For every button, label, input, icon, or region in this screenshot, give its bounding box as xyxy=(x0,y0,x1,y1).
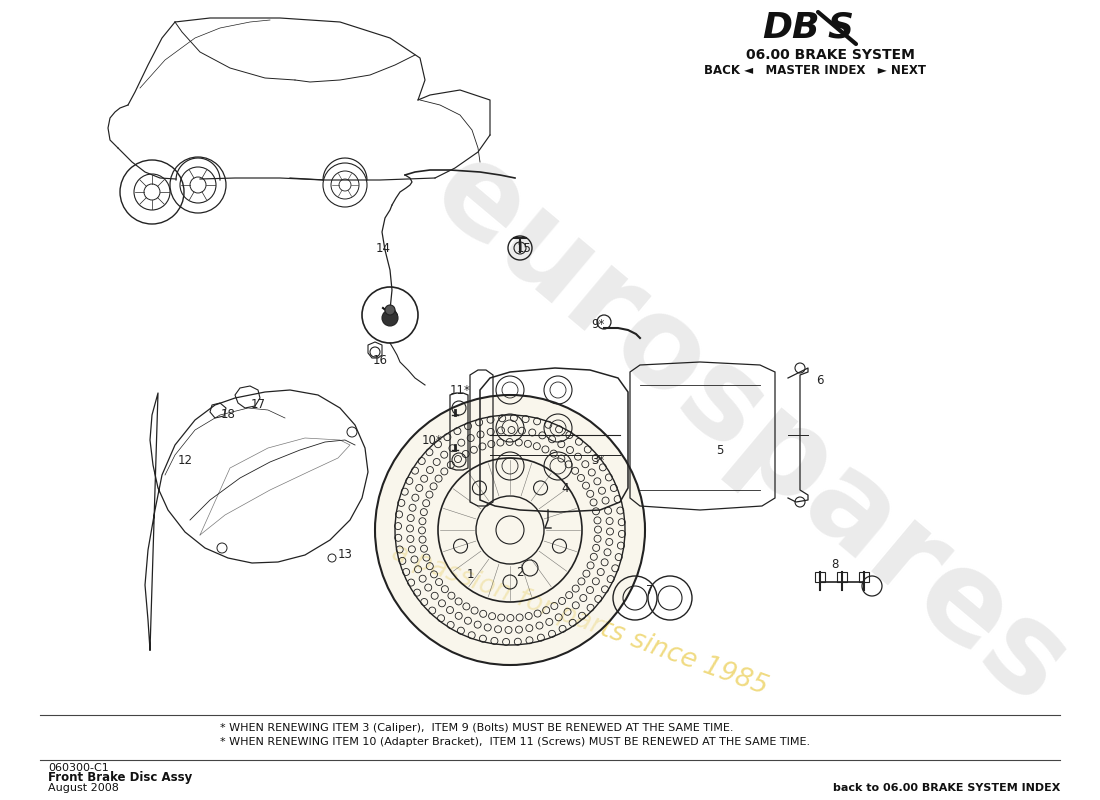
Circle shape xyxy=(385,305,395,315)
Text: 3*: 3* xyxy=(592,454,605,466)
Text: 15: 15 xyxy=(517,242,531,254)
Text: 060300-C1: 060300-C1 xyxy=(48,763,109,773)
Text: BACK ◄   MASTER INDEX   ► NEXT: BACK ◄ MASTER INDEX ► NEXT xyxy=(704,63,926,77)
Text: 5: 5 xyxy=(716,443,724,457)
Text: 9*: 9* xyxy=(592,318,605,331)
Text: 06.00 BRAKE SYSTEM: 06.00 BRAKE SYSTEM xyxy=(746,48,914,62)
Text: 12: 12 xyxy=(177,454,192,466)
Text: 14: 14 xyxy=(375,242,390,254)
Text: August 2008: August 2008 xyxy=(48,783,119,793)
Text: 16: 16 xyxy=(373,354,387,366)
Text: DB: DB xyxy=(762,11,820,45)
Text: 6: 6 xyxy=(816,374,824,386)
Text: 7: 7 xyxy=(647,583,653,597)
Text: 11*: 11* xyxy=(450,383,471,397)
Text: 13: 13 xyxy=(338,549,352,562)
Text: back to 06.00 BRAKE SYSTEM INDEX: back to 06.00 BRAKE SYSTEM INDEX xyxy=(833,783,1060,793)
Text: * WHEN RENEWING ITEM 3 (Caliper),  ITEM 9 (Bolts) MUST BE RENEWED AT THE SAME TI: * WHEN RENEWING ITEM 3 (Caliper), ITEM 9… xyxy=(220,723,734,733)
Text: 2: 2 xyxy=(516,566,524,578)
Text: a passion for parts since 1985: a passion for parts since 1985 xyxy=(388,540,771,700)
Text: S: S xyxy=(827,11,853,45)
Text: 17: 17 xyxy=(251,398,265,411)
Text: eurospares: eurospares xyxy=(408,130,1091,730)
Text: * WHEN RENEWING ITEM 10 (Adapter Bracket),  ITEM 11 (Screws) MUST BE RENEWED AT : * WHEN RENEWING ITEM 10 (Adapter Bracket… xyxy=(220,737,810,747)
Text: Front Brake Disc Assy: Front Brake Disc Assy xyxy=(48,771,192,785)
Circle shape xyxy=(382,310,398,326)
Text: 4: 4 xyxy=(561,482,569,494)
Circle shape xyxy=(375,395,645,665)
Text: 1: 1 xyxy=(466,569,474,582)
Text: 10*: 10* xyxy=(421,434,442,446)
Text: 8: 8 xyxy=(832,558,838,571)
Text: 18: 18 xyxy=(221,409,235,422)
